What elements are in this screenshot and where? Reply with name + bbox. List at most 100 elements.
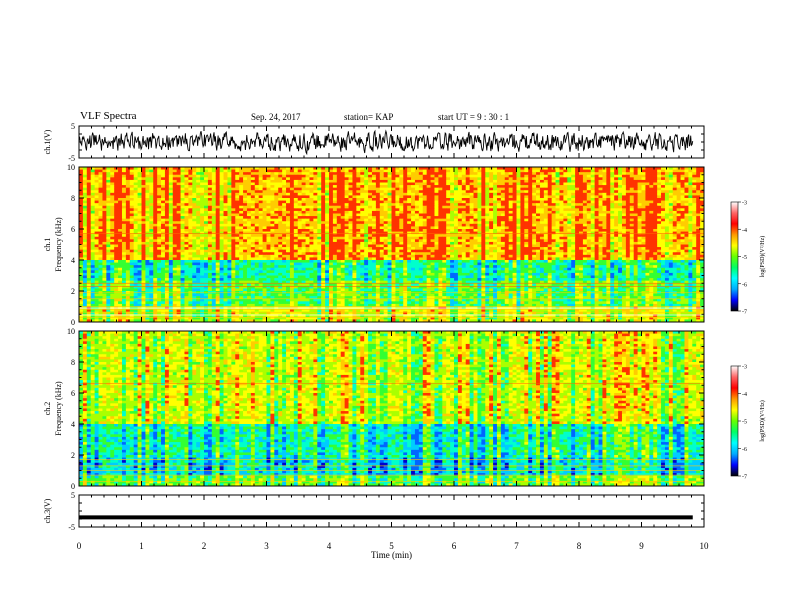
spectrogram-cell: [332, 216, 338, 220]
spectrogram-cell: [305, 182, 310, 186]
spectrogram-cell: [489, 208, 494, 212]
spectrogram-cell: [239, 179, 244, 183]
spectrogram-cell: [90, 192, 96, 196]
spectrogram-cell: [508, 210, 513, 214]
spectrogram-cell: [215, 226, 221, 230]
spectrogram-cell: [696, 172, 701, 176]
spectrogram-cell: [668, 182, 674, 186]
spectrogram-cell: [110, 229, 115, 232]
spectrogram-cell: [676, 195, 681, 199]
spectrogram-cell: [485, 195, 490, 199]
spectrogram-cell: [90, 169, 96, 173]
spectrogram-cell: [512, 205, 517, 209]
spectrogram-cell: [364, 179, 369, 183]
spectrogram-cell: [137, 241, 142, 245]
spectrogram-cell: [192, 223, 197, 227]
spectrogram-cell: [161, 169, 166, 173]
spectrogram-cell: [375, 192, 381, 196]
spectrogram-cell: [567, 223, 572, 227]
spectrogram-cell: [164, 244, 170, 248]
spectrogram-cell: [383, 229, 388, 232]
spectrogram-cell: [528, 200, 533, 204]
spectrogram-cell: [110, 234, 115, 238]
spectrogram-cell: [606, 234, 611, 238]
spectrogram-cell: [395, 185, 400, 189]
spectrogram-cell: [434, 167, 439, 170]
spectrogram-cell: [625, 187, 631, 191]
spectrogram-cell: [371, 221, 377, 225]
spectrogram-cell: [500, 236, 506, 240]
spectrogram-cell: [200, 172, 205, 176]
spectrogram-cell: [590, 190, 596, 194]
spectrogram-cell: [79, 218, 84, 222]
spectrogram-cell: [375, 208, 381, 212]
spectrogram-cell: [297, 195, 303, 199]
spectrogram-cell: [149, 213, 154, 217]
spectrogram-cell: [223, 167, 228, 170]
spectrogram-cell: [125, 172, 131, 176]
spectrogram-cell: [211, 239, 217, 243]
spectrogram-cell: [305, 203, 310, 207]
spectrogram-cell: [684, 172, 689, 176]
spectrogram-cell: [586, 231, 592, 235]
spectrogram-cell: [250, 241, 256, 245]
spectrogram-cell: [512, 221, 517, 225]
spectrogram-cell: [383, 236, 388, 240]
spectrogram-cell: [649, 192, 654, 196]
spectrogram-cell: [629, 231, 635, 235]
spectrogram-cell: [422, 179, 428, 183]
spectrogram-cell: [204, 200, 209, 204]
spectrogram-cell: [266, 174, 271, 178]
spectrogram-cell: [161, 236, 166, 240]
spectrogram-cell: [528, 190, 533, 194]
spectrogram-cell: [278, 231, 283, 235]
spectrogram-cell: [301, 218, 306, 222]
spectrogram-cell: [266, 169, 271, 173]
spectrogram-cell: [235, 195, 240, 199]
spectrogram-cell: [618, 241, 623, 245]
spectrogram-cell: [528, 205, 533, 209]
spectrogram-cell: [700, 203, 705, 207]
spectrogram-cell: [188, 192, 193, 196]
spectrogram-cell: [559, 236, 564, 240]
spectrogram-cell: [668, 177, 674, 181]
spectrogram-cell: [254, 198, 260, 201]
spectrogram-cell: [305, 200, 310, 204]
spectrogram-cell: [688, 210, 693, 214]
spectrogram-cell: [231, 229, 236, 232]
spectrogram-cell: [129, 223, 135, 227]
spectrogram-cell: [102, 229, 107, 232]
spectrogram-cell: [270, 236, 275, 240]
spectrogram-cell: [305, 223, 310, 227]
spectrogram-cell: [657, 177, 662, 181]
spectrogram-cell: [629, 192, 635, 196]
spectrogram-cell: [153, 174, 158, 178]
spectrogram-cell: [485, 169, 490, 173]
spectrogram-cell: [161, 218, 166, 222]
spectrogram-cell: [192, 226, 197, 230]
spectrogram-cell: [235, 234, 240, 238]
spectrogram-cell: [274, 231, 279, 235]
spectrogram-cell: [493, 218, 498, 222]
spectrogram-cell: [395, 231, 400, 235]
spectrogram-cell: [153, 185, 158, 189]
spectrogram-cell: [586, 192, 592, 196]
spectrogram-cell: [688, 226, 693, 230]
spectrogram-cell: [520, 221, 525, 225]
spectrogram-cell: [438, 236, 443, 240]
spectrogram-cell: [575, 187, 580, 191]
spectrogram-cell: [496, 213, 502, 217]
spectrogram-cell: [395, 179, 400, 183]
spectrogram-cell: [364, 169, 369, 173]
spectrogram-cell: [254, 169, 260, 173]
spectrogram-cell: [375, 198, 381, 201]
spectrogram-cell: [137, 190, 142, 194]
spectrogram-cell: [481, 167, 486, 170]
spectrogram-cell: [106, 182, 111, 186]
spectrogram-cell: [184, 179, 189, 183]
spectrogram-cell: [672, 218, 678, 222]
spectrogram-cell: [356, 192, 361, 196]
spectrogram-cell: [551, 169, 556, 173]
spectrogram-cell: [629, 236, 635, 240]
spectrogram-cell: [207, 192, 213, 196]
